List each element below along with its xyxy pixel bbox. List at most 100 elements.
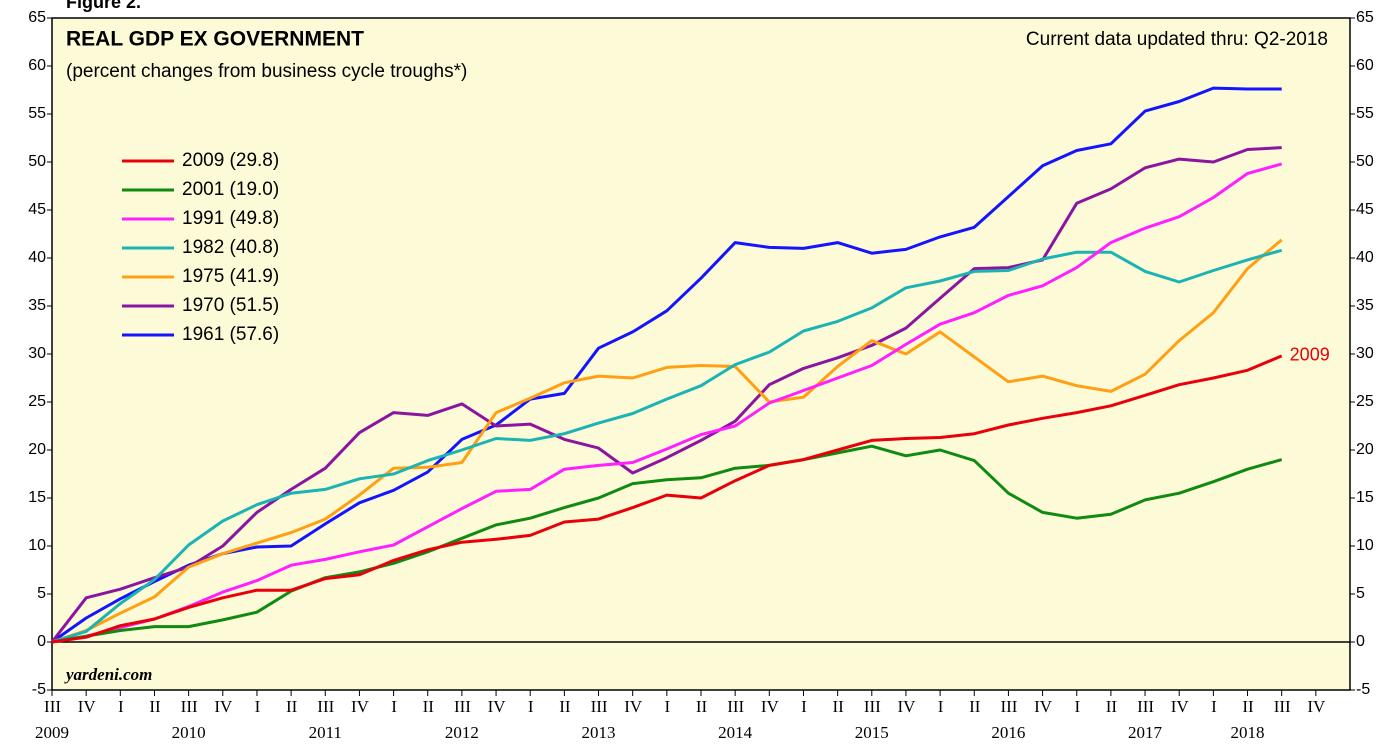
legend-label: 1991 (49.8)	[182, 208, 279, 229]
y-tick-label: 0	[37, 633, 46, 650]
x-tick-label: III	[1000, 697, 1017, 716]
y-tick-label: -5	[32, 681, 46, 698]
y2-tick-label: 30	[1356, 345, 1374, 362]
y2-tick-label: 25	[1356, 393, 1374, 410]
legend-label: 2001 (19.0)	[182, 179, 279, 200]
note: Current data updated thru: Q2-2018	[1026, 29, 1328, 50]
x-tick-label: III	[727, 697, 744, 716]
y2-tick-label: 55	[1356, 105, 1374, 122]
x-tick-label: II	[149, 697, 161, 716]
y2-tick-label: 10	[1356, 537, 1374, 554]
y2-tick-label: 5	[1356, 585, 1365, 602]
series-line	[51, 444, 1283, 644]
x-tick-label: I	[255, 697, 261, 716]
legend-label: 2009 (29.8)	[182, 150, 279, 171]
x-tick-label: II	[1242, 697, 1254, 716]
x-tick-label: III	[181, 697, 198, 716]
series-line	[51, 86, 1282, 644]
chart-title: REAL GDP EX GOVERNMENT	[66, 28, 364, 51]
x-tick-label: III	[317, 697, 334, 716]
x-tick-label: IV	[761, 697, 780, 716]
x-tick-label: I	[801, 697, 807, 716]
y-tick-label: 25	[28, 393, 46, 410]
x-year-label: 2018	[1231, 723, 1265, 742]
x-tick-label: II	[833, 697, 845, 716]
x-tick-label: IV	[624, 697, 643, 716]
x-tick-label: IV	[351, 697, 370, 716]
y-tick-label: 20	[28, 441, 46, 458]
y-tick-label: 45	[28, 201, 46, 218]
y2-tick-label: 0	[1356, 633, 1365, 650]
x-tick-label: III	[864, 697, 881, 716]
x-tick-label: IV	[214, 697, 233, 716]
legend-label: 1975 (41.9)	[182, 266, 279, 287]
x-tick-label: IV	[488, 697, 507, 716]
series-line	[50, 146, 1282, 643]
legend-label: 1970 (51.5)	[182, 295, 279, 316]
x-tick-label: IV	[78, 697, 97, 716]
y2-tick-label: 40	[1356, 249, 1374, 266]
x-year-label: 2010	[172, 723, 206, 742]
chart-subtitle: (percent changes from business cycle tro…	[66, 61, 467, 82]
y-tick-label: 65	[28, 9, 46, 26]
x-tick-label: I	[665, 697, 671, 716]
series-line	[51, 162, 1283, 644]
x-tick-label: II	[696, 697, 708, 716]
legend-label: 1982 (40.8)	[182, 237, 279, 258]
y-tick-label: 15	[28, 489, 46, 506]
y2-tick-label: 65	[1356, 9, 1374, 26]
y2-tick-label: 60	[1356, 57, 1374, 74]
x-year-label: 2015	[855, 723, 889, 742]
x-tick-label: III	[1274, 697, 1291, 716]
x-tick-label: II	[1106, 697, 1118, 716]
x-tick-label: I	[1074, 697, 1080, 716]
x-tick-label: III	[44, 697, 61, 716]
x-tick-label: I	[528, 697, 534, 716]
plot-area	[51, 17, 1351, 691]
x-tick-label: II	[969, 697, 981, 716]
y2-tick-label: 35	[1356, 297, 1374, 314]
y-tick-label: 40	[28, 249, 46, 266]
y-tick-label: 10	[28, 537, 46, 554]
legend-label: 1961 (57.6)	[182, 324, 279, 345]
x-tick-label: IV	[898, 697, 917, 716]
x-year-label: 2016	[991, 723, 1025, 742]
end-label: 2009	[1290, 345, 1330, 365]
y-tick-label: 30	[28, 345, 46, 362]
x-year-label: 2009	[35, 723, 69, 742]
x-tick-label: III	[1137, 697, 1154, 716]
y2-tick-label: -5	[1356, 681, 1370, 698]
x-tick-label: IV	[1307, 697, 1326, 716]
x-year-label: 2014	[718, 723, 753, 742]
y2-tick-label: 50	[1356, 153, 1374, 170]
x-year-label: 2012	[445, 723, 479, 742]
x-tick-label: IV	[1034, 697, 1053, 716]
series-line	[51, 238, 1283, 644]
x-tick-label: II	[559, 697, 571, 716]
y2-tick-label: 45	[1356, 201, 1374, 218]
x-year-label: 2013	[582, 723, 616, 742]
x-year-label: 2011	[309, 723, 342, 742]
source: yardeni.com	[64, 665, 152, 684]
series-line	[51, 248, 1283, 644]
y-tick-label: 60	[28, 57, 46, 74]
y2-tick-label: 20	[1356, 441, 1374, 458]
x-tick-label: III	[454, 697, 471, 716]
y-tick-label: 50	[28, 153, 46, 170]
x-tick-label: III	[591, 697, 608, 716]
x-tick-label: I	[1211, 697, 1217, 716]
x-tick-label: II	[423, 697, 435, 716]
figure-label: Figure 2.	[66, 0, 141, 12]
x-tick-label: I	[938, 697, 944, 716]
series-line	[51, 354, 1283, 644]
y2-tick-label: 15	[1356, 489, 1374, 506]
x-tick-label: I	[391, 697, 397, 716]
x-tick-label: I	[118, 697, 124, 716]
y-tick-label: 35	[28, 297, 46, 314]
x-tick-label: II	[286, 697, 298, 716]
x-tick-label: IV	[1171, 697, 1190, 716]
y-tick-label: 55	[28, 105, 46, 122]
y-tick-label: 5	[37, 585, 46, 602]
